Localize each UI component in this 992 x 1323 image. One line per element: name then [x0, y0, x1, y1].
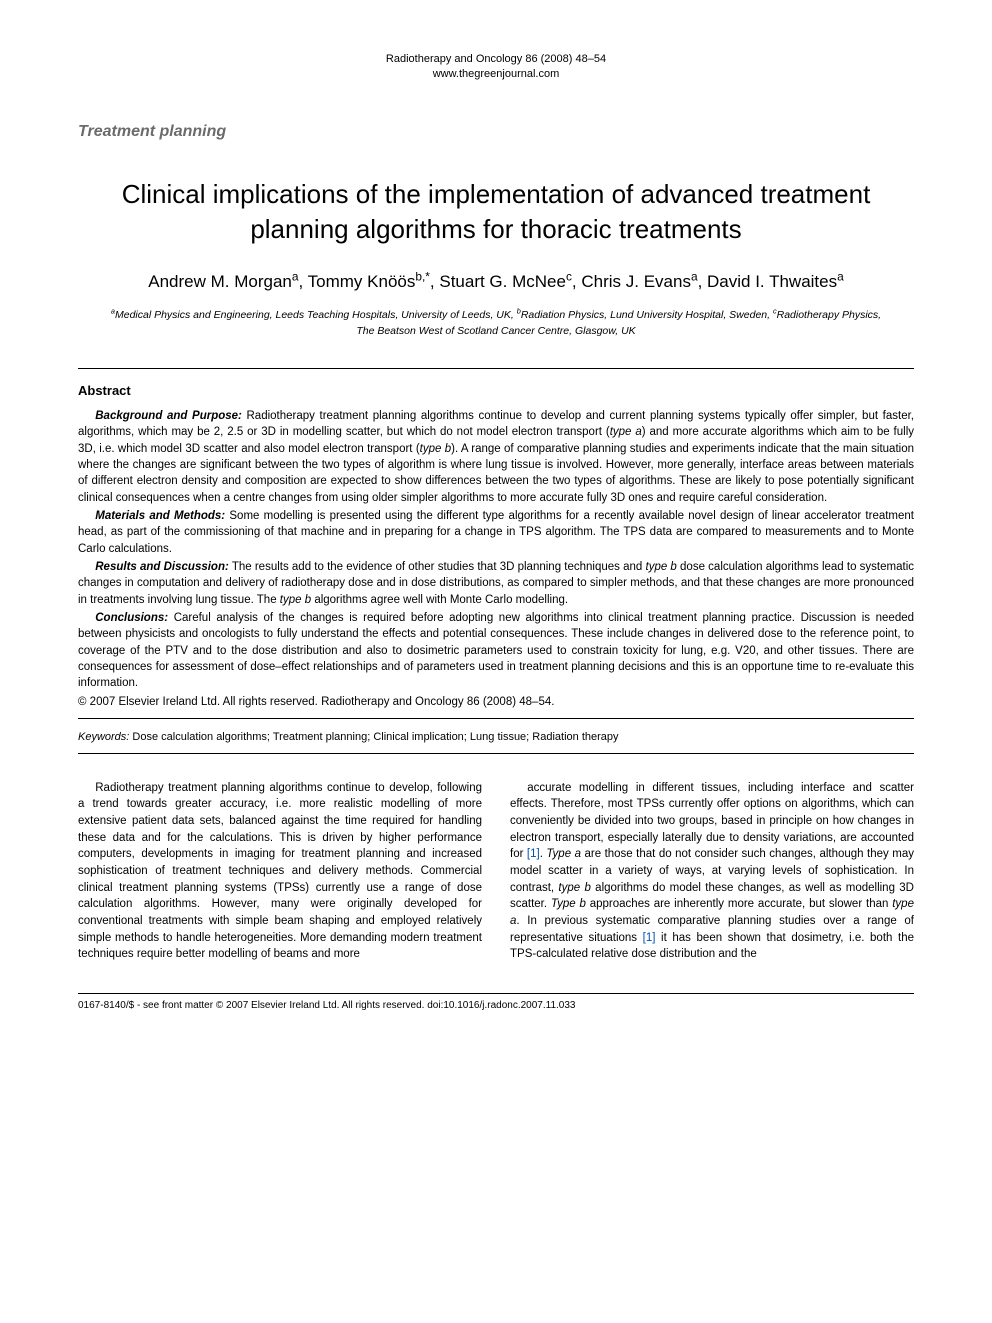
abstract-para-background: Background and Purpose: Radiotherapy tre… [78, 408, 914, 506]
body-text-right: accurate modelling in different tissues,… [510, 780, 914, 963]
body-text-left: Radiotherapy treatment planning algorith… [78, 780, 482, 963]
abstract-label-methods: Materials and Methods: [95, 510, 225, 522]
journal-url: www.thegreenjournal.com [78, 67, 914, 82]
body-col-left: Radiotherapy treatment planning algorith… [78, 780, 482, 963]
footer-line: 0167-8140/$ - see front matter © 2007 El… [78, 993, 914, 1011]
body-col-right: accurate modelling in different tissues,… [510, 780, 914, 963]
abstract-text-background: Radiotherapy treatment planning algorith… [78, 410, 914, 504]
affiliations-line: aMedical Physics and Engineering, Leeds … [78, 308, 914, 340]
keywords-label: Keywords: [78, 731, 129, 743]
journal-citation: Radiotherapy and Oncology 86 (2008) 48–5… [78, 52, 914, 67]
abstract-para-results: Results and Discussion: The results add … [78, 559, 914, 608]
abstract-block: Abstract Background and Purpose: Radioth… [78, 369, 914, 718]
keywords-text: Dose calculation algorithms; Treatment p… [132, 731, 618, 743]
abstract-label-background: Background and Purpose: [95, 410, 242, 422]
abstract-text-conclusions: Careful analysis of the changes is requi… [78, 612, 914, 689]
authors-line: Andrew M. Morgana, Tommy Knöösb,*, Stuar… [78, 269, 914, 295]
abstract-para-conclusions: Conclusions: Careful analysis of the cha… [78, 610, 914, 692]
keywords-block: Keywords: Dose calculation algorithms; T… [78, 719, 914, 753]
abstract-label-results: Results and Discussion: [95, 561, 229, 573]
abstract-heading: Abstract [78, 383, 914, 398]
journal-header: Radiotherapy and Oncology 86 (2008) 48–5… [78, 52, 914, 83]
abstract-label-conclusions: Conclusions: [95, 612, 168, 624]
abstract-copyright: © 2007 Elsevier Ireland Ltd. All rights … [78, 696, 914, 708]
body-columns: Radiotherapy treatment planning algorith… [78, 780, 914, 963]
article-title: Clinical implications of the implementat… [78, 177, 914, 247]
abstract-para-methods: Materials and Methods: Some modelling is… [78, 508, 914, 557]
rule-mid-2 [78, 753, 914, 754]
section-category: Treatment planning [78, 123, 914, 141]
